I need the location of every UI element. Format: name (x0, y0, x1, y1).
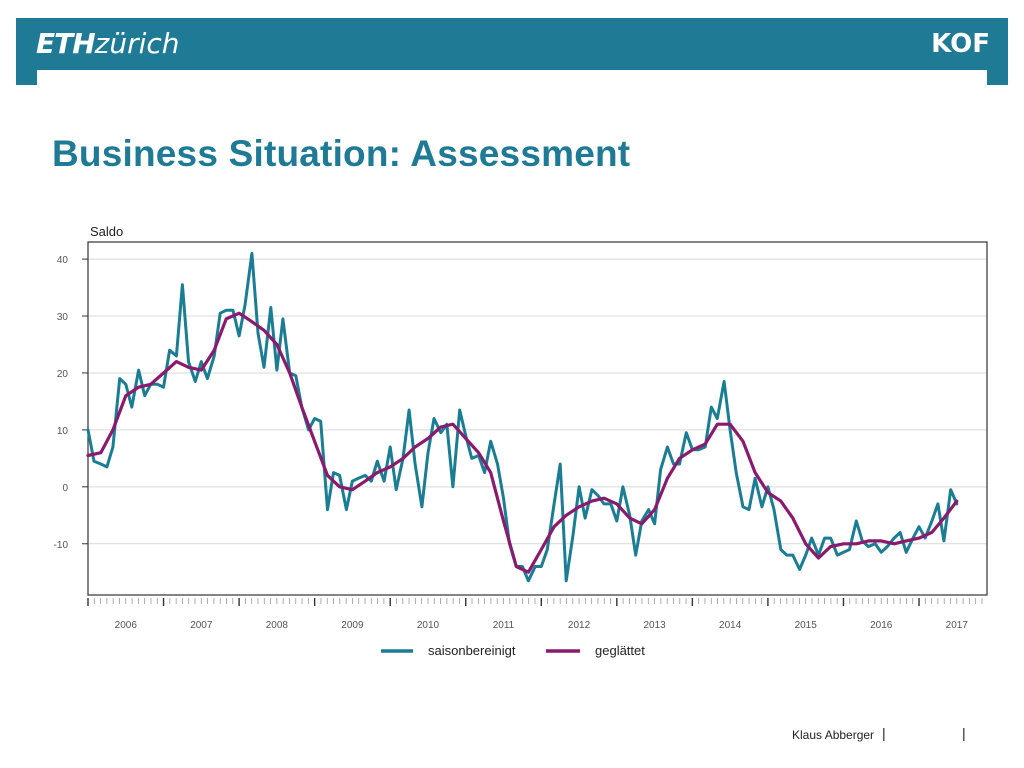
logo-zurich-text: zürich (94, 27, 180, 60)
y-tick-label: -10 (54, 540, 69, 551)
header-tab-left (16, 70, 37, 85)
header-bar: ETHzürich KOF (16, 18, 1008, 70)
x-tick-label: 2013 (643, 620, 666, 631)
logo-eth-text: ETH (36, 27, 96, 60)
x-tick-label: 2008 (266, 620, 289, 631)
x-tick-label: 2012 (568, 620, 591, 631)
x-tick-label: 2017 (946, 620, 969, 631)
footer-separator-2: | (962, 725, 966, 741)
x-tick-label: 2010 (417, 620, 440, 631)
legend-label: geglättet (595, 643, 645, 658)
header-tab-right (987, 70, 1008, 85)
x-tick-label: 2014 (719, 620, 742, 631)
footer-separator-1: | (882, 725, 886, 741)
x-tick-label: 2007 (190, 620, 213, 631)
x-tick-label: 2009 (341, 620, 364, 631)
y-axis-label: Saldo (90, 224, 123, 239)
y-tick-label: 30 (57, 312, 69, 323)
x-tick-label: 2011 (493, 620, 515, 631)
y-tick-label: 10 (57, 426, 69, 437)
footer-author: Klaus Abberger (792, 728, 875, 742)
x-tick-label: 2016 (870, 620, 893, 631)
eth-zurich-logo: ETHzürich (36, 27, 180, 61)
y-tick-label: 40 (57, 255, 69, 266)
plot-frame (87, 241, 988, 596)
y-tick-label: 0 (62, 483, 68, 494)
legend-label: saisonbereinigt (428, 643, 516, 658)
y-tick-label: 20 (57, 369, 69, 380)
page-title: Business Situation: Assessment (52, 133, 631, 174)
x-tick-label: 2015 (795, 620, 818, 631)
kof-logo: KOF (931, 29, 990, 59)
series-line-geglaettet (86, 311, 959, 574)
series-line-saisonbereinigt (86, 251, 959, 583)
x-tick-label: 2006 (115, 620, 138, 631)
